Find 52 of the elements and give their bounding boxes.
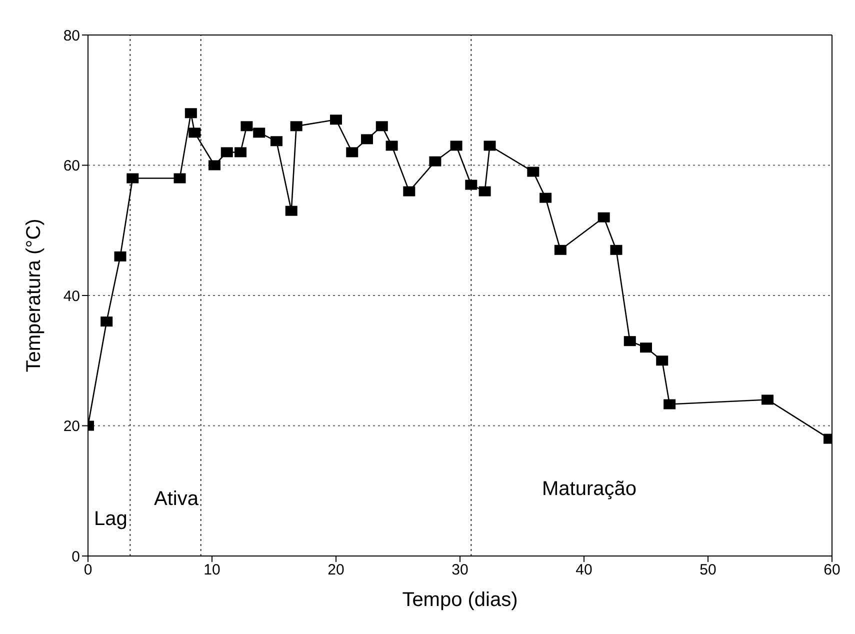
- y-axis-title: Temperatura (°C): [23, 218, 46, 372]
- point: [114, 251, 126, 262]
- point: [330, 114, 342, 125]
- y-tick-label: 20: [63, 418, 80, 436]
- x-tick-label: 20: [328, 562, 344, 579]
- x-tick-label: 60: [824, 562, 840, 579]
- point: [484, 140, 496, 151]
- x-tick-label: 30: [452, 562, 468, 579]
- point: [208, 160, 220, 170]
- point: [527, 166, 540, 177]
- point: [656, 356, 668, 366]
- point: [429, 156, 442, 166]
- y-tick-label: 40: [63, 288, 80, 305]
- annotation: Maturação: [542, 478, 636, 501]
- point: [386, 140, 398, 151]
- y-tick-label: 60: [63, 158, 80, 175]
- point: [361, 134, 373, 144]
- point: [540, 192, 552, 203]
- point: [174, 173, 186, 184]
- point: [290, 121, 302, 132]
- point: [450, 140, 462, 151]
- point: [598, 212, 610, 222]
- point: [554, 244, 566, 255]
- annotation: Ativa: [154, 488, 198, 511]
- point: [234, 147, 247, 158]
- point: [762, 394, 774, 405]
- point: [478, 186, 491, 196]
- point: [184, 108, 197, 118]
- y-tick-label: 80: [63, 27, 80, 44]
- x-tick-label: 40: [576, 562, 592, 579]
- point: [346, 147, 358, 158]
- x-axis-title: Tempo (dias): [402, 589, 518, 611]
- point: [188, 128, 201, 138]
- point: [465, 180, 478, 190]
- x-tick-label: 50: [700, 562, 716, 579]
- x-tick-label: 0: [84, 562, 92, 579]
- point: [403, 186, 416, 196]
- point: [610, 244, 622, 255]
- point: [100, 316, 113, 327]
- point: [376, 121, 388, 132]
- point: [220, 147, 233, 158]
- point: [253, 128, 266, 138]
- point: [240, 121, 253, 132]
- point: [126, 173, 139, 184]
- point: [270, 136, 282, 146]
- annotation: Lag: [94, 508, 128, 531]
- x-tick-label: 10: [204, 562, 220, 579]
- point: [624, 336, 636, 346]
- point: [664, 399, 676, 410]
- y-tick-label: 0: [72, 548, 80, 566]
- point: [640, 342, 652, 353]
- point: [285, 206, 298, 216]
